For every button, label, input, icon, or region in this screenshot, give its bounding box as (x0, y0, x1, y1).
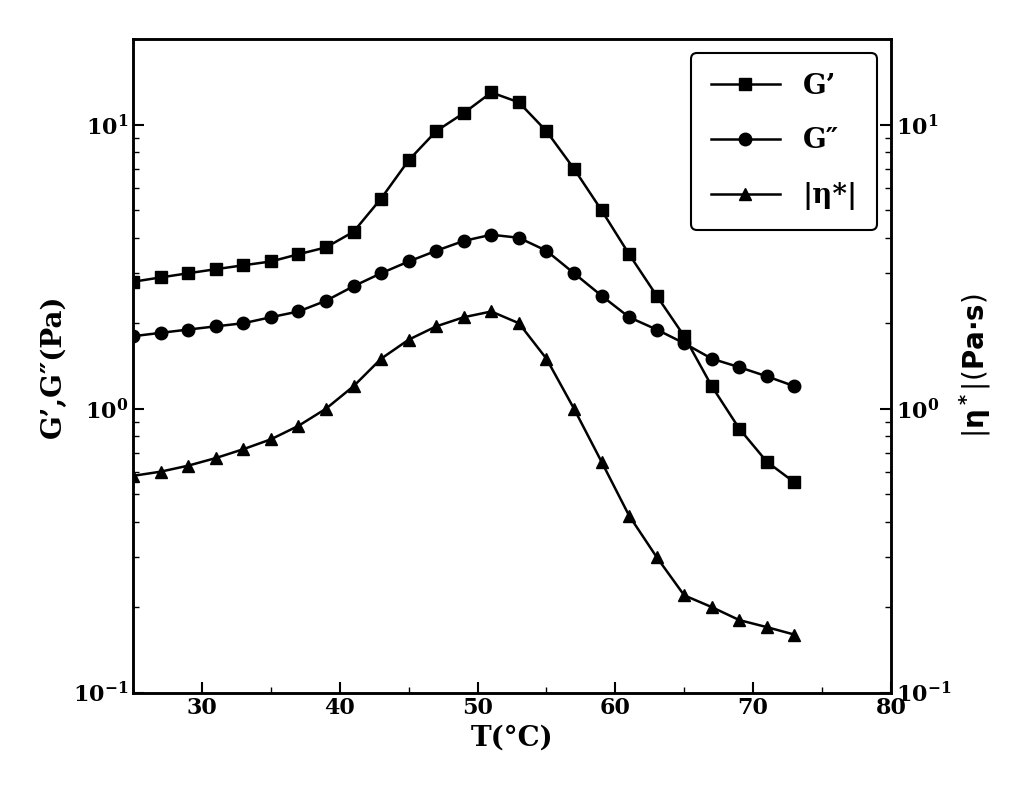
G″ (788, 382, 801, 391)
G″ (155, 328, 167, 338)
|η*| (595, 457, 607, 467)
G’ (238, 260, 250, 270)
|η*| (733, 615, 745, 625)
G’ (375, 194, 387, 203)
G’ (402, 156, 415, 165)
Line: G’: G’ (127, 87, 801, 489)
|η*| (347, 382, 359, 391)
G″ (650, 325, 663, 334)
G’ (292, 249, 304, 259)
G’ (623, 249, 635, 259)
G″ (623, 312, 635, 322)
|η*| (210, 453, 222, 463)
|η*| (458, 312, 470, 322)
G’ (347, 227, 359, 236)
G’ (265, 257, 278, 266)
G’ (788, 478, 801, 487)
G’ (485, 87, 498, 97)
G’ (678, 331, 690, 341)
|η*| (788, 630, 801, 639)
X-axis label: T(°C): T(°C) (471, 725, 553, 752)
|η*| (319, 404, 332, 413)
G″ (292, 307, 304, 316)
|η*| (485, 307, 498, 316)
G’ (706, 382, 718, 391)
|η*| (623, 511, 635, 520)
|η*| (182, 461, 195, 471)
G″ (595, 291, 607, 301)
G’ (127, 277, 139, 286)
|η*| (238, 445, 250, 454)
G″ (375, 268, 387, 278)
G’ (155, 273, 167, 283)
|η*| (155, 467, 167, 476)
G’ (568, 164, 581, 173)
G″ (678, 338, 690, 348)
|η*| (678, 590, 690, 600)
G’ (541, 127, 553, 136)
G’ (650, 291, 663, 301)
Y-axis label: G’,G″(Pa): G’,G″(Pa) (40, 294, 68, 438)
G″ (127, 331, 139, 341)
G’ (761, 457, 773, 467)
G″ (485, 230, 498, 239)
G’ (595, 205, 607, 215)
G’ (513, 98, 525, 107)
G″ (265, 312, 278, 322)
G’ (182, 268, 195, 278)
|η*| (430, 322, 442, 331)
|η*| (568, 404, 581, 413)
G″ (568, 268, 581, 278)
G″ (541, 246, 553, 256)
|η*| (650, 552, 663, 562)
Legend: G’, G″, |η*|: G’, G″, |η*| (691, 54, 877, 230)
G’ (430, 127, 442, 136)
G’ (210, 264, 222, 274)
G″ (706, 354, 718, 364)
G″ (513, 233, 525, 242)
Y-axis label: $|\mathbf{\eta^*}|(\mathbf{Pa{\cdot}s})$: $|\mathbf{\eta^*}|(\mathbf{Pa{\cdot}s})$ (956, 294, 992, 438)
|η*| (761, 623, 773, 632)
|η*| (127, 471, 139, 481)
G″ (761, 371, 773, 381)
|η*| (706, 602, 718, 611)
G″ (458, 236, 470, 246)
G″ (182, 325, 195, 334)
G″ (430, 246, 442, 256)
G″ (402, 257, 415, 266)
G’ (458, 109, 470, 118)
G″ (319, 296, 332, 305)
|η*| (292, 421, 304, 430)
G’ (733, 424, 745, 434)
G″ (347, 282, 359, 291)
G″ (210, 322, 222, 331)
Line: G″: G″ (127, 228, 801, 393)
G″ (733, 363, 745, 372)
G’ (319, 242, 332, 252)
G″ (238, 319, 250, 328)
Line: |η*|: |η*| (127, 305, 801, 641)
|η*| (513, 319, 525, 328)
|η*| (541, 354, 553, 364)
|η*| (265, 434, 278, 444)
|η*| (375, 354, 387, 364)
|η*| (402, 335, 415, 345)
